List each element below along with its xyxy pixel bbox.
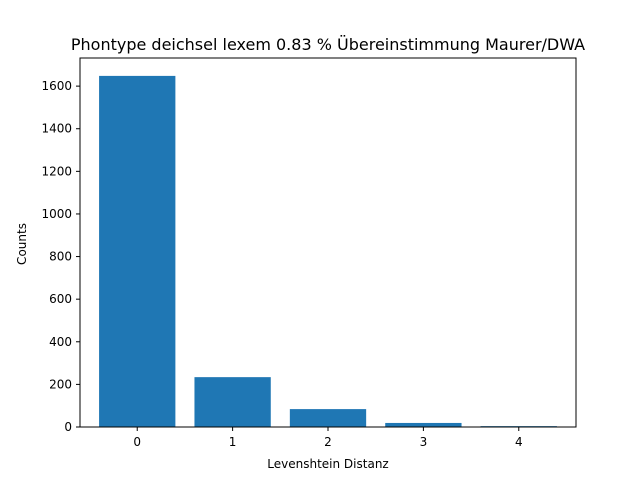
y-axis-label: Counts: [15, 223, 29, 265]
y-tick-label: 0: [64, 420, 72, 434]
x-tick-label: 3: [420, 435, 428, 449]
y-tick-label: 1400: [41, 122, 72, 136]
bar-3: [385, 422, 462, 427]
y-tick-label: 1600: [41, 79, 72, 93]
x-tick-label: 1: [229, 435, 237, 449]
y-axis-ticks: 0 200 400 600 800 1000 1200 1400 1600: [41, 79, 80, 434]
y-tick-label: 1200: [41, 164, 72, 178]
x-axis-label: Levenshtein Distanz: [267, 457, 388, 471]
y-tick-label: 200: [49, 377, 72, 391]
y-tick-label: 1000: [41, 207, 72, 221]
plot-frame: [79, 57, 577, 428]
x-tick-label: 4: [515, 435, 523, 449]
y-tick-label: 400: [49, 335, 72, 349]
y-tick-label: 600: [49, 292, 72, 306]
y-tick-label: 800: [49, 250, 72, 264]
bar-1: [194, 377, 271, 427]
x-tick-label: 2: [324, 435, 332, 449]
bar-0: [99, 75, 176, 428]
bars-group: [99, 75, 557, 428]
x-axis-ticks: 0 1 2 3 4: [133, 427, 523, 449]
bar-2: [289, 409, 367, 427]
x-tick-label: 0: [133, 435, 141, 449]
chart-title: Phontype deichsel lexem 0.83 % Übereinst…: [71, 35, 585, 54]
